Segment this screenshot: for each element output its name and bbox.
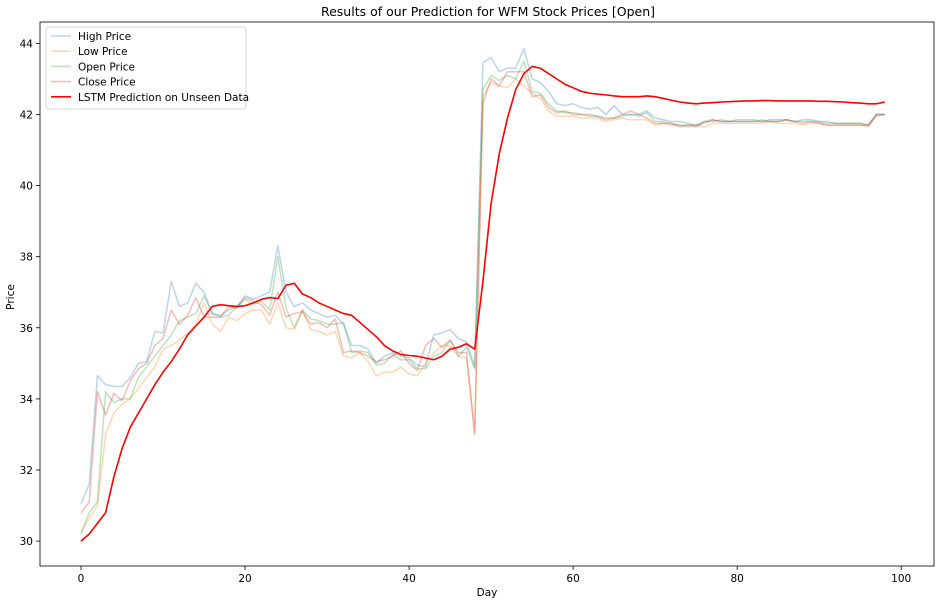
series-line-high-price (80, 47, 885, 505)
series-line-low-price (80, 78, 885, 533)
y-tick-label: 44 (20, 38, 34, 50)
legend-label-open-price: Open Price (78, 61, 135, 73)
chart-title: Results of our Prediction for WFM Stock … (321, 4, 655, 19)
plot-frame (39, 21, 935, 567)
y-tick-label: 42 (20, 109, 33, 121)
y-tick-label: 36 (20, 323, 34, 335)
y-tick-label: 38 (20, 252, 33, 264)
y-tick-label: 32 (20, 465, 33, 477)
legend-label-low-price: Low Price (78, 46, 128, 58)
legend: High Price Low Price Open Price Close Price… (45, 26, 249, 110)
y-axis-ticks: 30 32 34 36 38 40 42 44 (20, 38, 40, 548)
y-axis-label: Price (5, 284, 17, 310)
legend-label-close-price: Close Price (78, 77, 136, 89)
legend-label-high-price: High Price (78, 31, 131, 43)
x-tick-label: 60 (566, 573, 579, 585)
series-line-lstm-prediction-on-unseen-data (80, 65, 885, 542)
y-tick-label: 40 (20, 181, 33, 193)
x-tick-label: 0 (78, 573, 85, 585)
y-tick-label: 34 (20, 394, 34, 406)
legend-label-lstm-prediction-on-unseen-data: LSTM Prediction on Unseen Data (78, 92, 249, 104)
x-tick-label: 80 (730, 573, 743, 585)
series-line-open-price (80, 60, 885, 535)
legend-box (45, 26, 247, 110)
x-tick-label: 20 (238, 573, 251, 585)
x-axis-ticks: 0 20 40 60 80 100 (78, 566, 911, 585)
x-tick-label: 40 (402, 573, 415, 585)
y-tick-label: 30 (20, 536, 33, 548)
series-line-close-price (80, 71, 885, 514)
x-tick-label: 100 (891, 573, 911, 585)
x-axis-label: Day (477, 587, 498, 599)
series-layer (80, 47, 885, 542)
